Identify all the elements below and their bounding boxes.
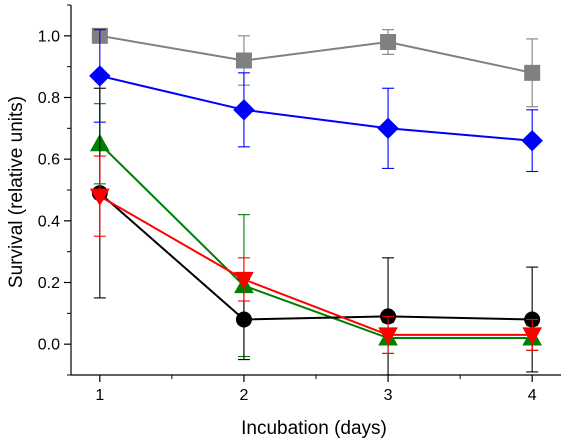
- data-point: [377, 117, 399, 140]
- y-tick-label: 0.0: [38, 337, 60, 354]
- data-point: [524, 64, 541, 81]
- data-point: [235, 311, 252, 328]
- x-tick-label: 1: [95, 387, 104, 404]
- x-tick-label: 4: [528, 387, 537, 404]
- x-tick-label: 3: [384, 387, 393, 404]
- y-axis-title: Survival (relative units): [6, 96, 27, 288]
- y-ticks: 0.0 0.2 0.4 0.6 0.8 1.0: [38, 4, 71, 376]
- series-triangle-down: [89, 155, 543, 354]
- series-line: [99, 34, 533, 74]
- series-group: [89, 27, 543, 376]
- y-tick-label: 1.0: [38, 28, 60, 45]
- data-point: [89, 65, 111, 87]
- series-line: [99, 74, 533, 142]
- data-point: [233, 99, 255, 121]
- series-line: [99, 195, 533, 336]
- series-line: [99, 192, 533, 321]
- series-square: [91, 27, 541, 108]
- y-tick-label: 0.2: [38, 275, 60, 292]
- y-tick-label: 0.8: [38, 90, 60, 107]
- data-point: [234, 271, 254, 290]
- x-axis-title: Incubation (days): [241, 418, 387, 439]
- y-tick-label: 0.4: [38, 213, 60, 230]
- y-tick-label: 0.6: [38, 152, 60, 169]
- data-point: [522, 327, 543, 345]
- x-ticks: 1 2 3 4: [95, 375, 537, 404]
- data-point: [89, 188, 110, 207]
- x-tick-label: 2: [239, 387, 248, 404]
- series-line: [99, 143, 533, 339]
- data-point: [380, 34, 397, 50]
- data-point: [235, 52, 252, 69]
- data-point: [378, 327, 398, 345]
- data-point: [521, 129, 543, 152]
